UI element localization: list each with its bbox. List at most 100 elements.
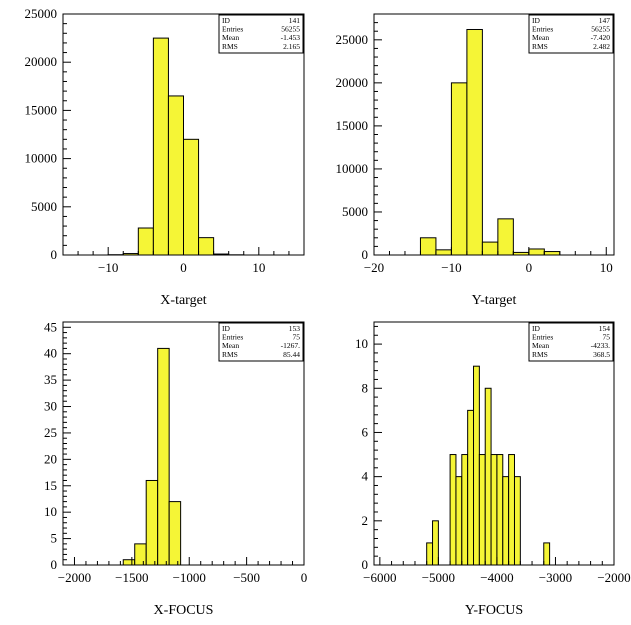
y-tick-label: 0 [51, 247, 58, 262]
y-tick-label: 10000 [336, 161, 369, 176]
x-tick-label: −1000 [173, 570, 206, 585]
panel-x-target: −10 0 10 0 5000 10000 15000 20000 25000 X-target I… [25, 6, 305, 308]
histogram-bar [419, 237, 437, 256]
histogram-bar [198, 237, 215, 256]
x-tick-label: −10 [441, 260, 461, 275]
stats-value-entries: 56255 [591, 25, 610, 34]
y-tick-label: 0 [362, 247, 369, 262]
histogram-bar [473, 365, 480, 566]
stats-value-id: 154 [599, 324, 611, 333]
stats-value-rms: 2.482 [593, 42, 610, 51]
x-tick-label: −5000 [422, 570, 455, 585]
stats-box-frame [218, 322, 304, 362]
stats-value-rms: 85.44 [283, 350, 300, 359]
stats-box-frame [528, 322, 614, 362]
y-tick-label: 15000 [336, 118, 369, 133]
y-tick-label: 8 [362, 380, 369, 395]
stats-box: ID 141 Entries 56255 Mean -1.453 RMS 2.165 [218, 14, 304, 54]
stats-key: ID [532, 16, 540, 25]
y-tick-label: 2 [362, 513, 369, 528]
histogram-bar [484, 387, 492, 566]
histogram-bar [145, 479, 159, 566]
histogram-bar [478, 454, 486, 566]
y-tick-label: 4 [362, 469, 369, 484]
stats-key: Entries [222, 25, 243, 34]
x-tick-label: 10 [252, 260, 265, 275]
stats-value-id: 147 [599, 16, 611, 25]
stats-key: Entries [532, 333, 553, 342]
stats-value-entries: 56255 [281, 25, 300, 34]
stats-box: ID 153 Entries 75 Mean -1267. RMS 85.44 [218, 322, 304, 362]
x-tick-label: −1500 [115, 570, 148, 585]
x-tick-label: 0 [180, 260, 187, 275]
histogram-bar [134, 543, 147, 566]
y-tick-label: 10 [355, 336, 368, 351]
histogram-bar [122, 559, 136, 566]
histogram-bar [513, 476, 521, 566]
stats-box-frame [218, 14, 304, 54]
stats-value-entries: 75 [603, 333, 611, 342]
y-tick-label: 5000 [31, 199, 57, 214]
histogram-bar [137, 227, 154, 256]
y-tick-label: 45 [44, 319, 57, 334]
histogram-bar [183, 138, 200, 256]
histogram-bar [502, 476, 510, 566]
x-tick-label: −6000 [363, 570, 396, 585]
histogram-bar [543, 251, 561, 256]
stats-box-frame [528, 14, 614, 54]
y-tick-label: 10 [44, 504, 57, 519]
x-tick-label: 0 [301, 570, 308, 585]
histogram-bar [157, 347, 170, 566]
stats-key: ID [222, 16, 230, 25]
histogram-bar [528, 248, 545, 256]
panel-y-focus: −6000 −5000 −4000 −3000 −2000 0 2 4 6 8 10 Y-FOCUS I… [355, 321, 631, 618]
histogram-bar [508, 454, 515, 566]
stats-value-id: 153 [289, 324, 301, 333]
histogram-bar [543, 542, 551, 566]
histogram-bar [432, 520, 439, 566]
histogram-bar [168, 501, 182, 566]
y-tick-label: 15 [44, 478, 57, 493]
y-tick-label: 20000 [25, 54, 58, 69]
y-tick-label: 0 [51, 557, 58, 572]
panel-y-target: −20 −10 0 10 0 5000 10000 15000 20000 25000 Y-targ… [336, 13, 615, 308]
y-tick-label: 25000 [336, 32, 369, 47]
stats-box: ID 154 Entries 75 Mean -4233. RMS 368.5 [528, 322, 614, 362]
y-tick-label: 25000 [25, 6, 58, 21]
histogram-bar [497, 218, 514, 256]
stats-key: Mean [222, 33, 239, 42]
y-tick-label: 6 [362, 424, 369, 439]
stats-value-rms: 368.5 [593, 350, 610, 359]
x-axis-label-x-focus: X-FOCUS [154, 603, 214, 618]
stats-key: RMS [222, 42, 238, 51]
histogram-bar [449, 454, 457, 566]
stats-value-mean: -7.420 [591, 33, 611, 42]
y-tick-label: 10000 [25, 151, 58, 166]
stats-value-mean: -4233. [591, 341, 610, 350]
stats-key: RMS [532, 350, 548, 359]
stats-value-id: 141 [289, 16, 301, 25]
stats-key: Mean [532, 33, 549, 42]
panel-x-focus: −2000 −1500 −1000 −500 0 0 5 10 15 20 25 30 35 40 45 X-… [44, 319, 307, 618]
x-tick-label: −20 [364, 260, 384, 275]
x-tick-label: −3000 [539, 570, 572, 585]
stats-key: Entries [222, 333, 243, 342]
stats-value-entries: 75 [293, 333, 301, 342]
y-tick-label: 40 [44, 346, 57, 361]
histogram-bar [466, 28, 483, 256]
x-tick-label: −10 [98, 260, 118, 275]
histogram-bar [167, 95, 184, 256]
y-tick-label: 5 [51, 531, 58, 546]
histogram-bar [435, 249, 452, 256]
y-tick-label: 20 [44, 451, 57, 466]
stats-key: ID [222, 324, 230, 333]
x-axis-label-x-target: X-target [160, 293, 206, 308]
stats-value-mean: -1267. [281, 341, 300, 350]
x-tick-label: 10 [600, 260, 613, 275]
histogram-bar [450, 82, 468, 256]
stats-key: RMS [222, 350, 238, 359]
x-tick-label: −4000 [480, 570, 513, 585]
histogram-bar [496, 454, 504, 566]
y-tick-label: 30 [44, 399, 57, 414]
histogram-bar [481, 241, 499, 256]
